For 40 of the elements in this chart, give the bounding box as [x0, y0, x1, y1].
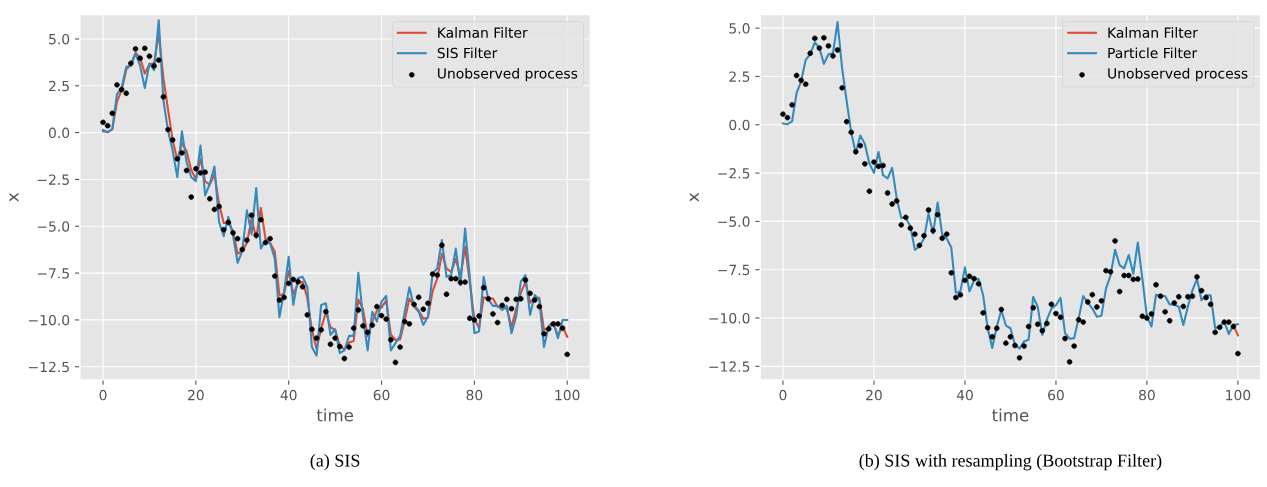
x-tick-label: 0	[779, 389, 787, 401]
y-axis-title: x	[9, 192, 19, 202]
x-tick-label: 40	[956, 389, 973, 401]
y-axis-title: x	[689, 192, 699, 202]
legend-label: Kalman Filter	[1108, 27, 1198, 38]
y-tick-label: −7.5	[718, 264, 750, 276]
x-tick-label: 80	[1139, 389, 1155, 401]
legend-label: Unobserved process	[1108, 67, 1248, 82]
y-tick-label: 5.0	[729, 23, 750, 34]
text: (a) SIS	[310, 453, 360, 471]
text: (b) SIS with resampling (Bootstrap Filter)	[859, 453, 1162, 471]
y-tick-label: 2.5	[49, 80, 69, 92]
x-tick-label: 60	[1048, 389, 1064, 401]
y-tick-label: −5.0	[37, 221, 70, 232]
legend-label: Unobserved process	[437, 67, 578, 82]
y-tick-label: −10.0	[29, 314, 70, 326]
x-tick-label: 20	[866, 389, 882, 401]
y-tick-label: 2.5	[729, 71, 750, 82]
x-tick-label: 0	[99, 389, 107, 401]
legend-label: SIS Filter	[437, 47, 498, 59]
y-tick-label: −12.5	[29, 361, 69, 373]
y-tick-label: 0.0	[48, 127, 70, 139]
x-axis-title: time	[992, 408, 1029, 422]
x-axis-title: time	[316, 408, 354, 422]
y-tick-label: −12.5	[709, 361, 750, 372]
y-tick-label: −10.0	[709, 312, 750, 324]
x-tick-label: 60	[373, 389, 390, 401]
y-tick-label: 5.0	[49, 33, 70, 45]
y-tick-label: −2.5	[37, 174, 69, 185]
x-tick-label: 20	[188, 389, 204, 401]
y-tick-label: −2.5	[718, 168, 750, 179]
x-tick-label: 100	[1226, 389, 1251, 401]
y-tick-label: −7.5	[37, 268, 69, 279]
legend-label: Particle Filter	[1108, 47, 1198, 59]
legend-label: Kalman Filter	[438, 27, 528, 38]
x-tick-label: 80	[466, 389, 483, 401]
x-tick-label: 40	[280, 389, 297, 401]
y-tick-label: −5.0	[718, 216, 750, 227]
x-tick-label: 100	[555, 389, 580, 401]
y-tick-label: 0.0	[729, 119, 750, 131]
